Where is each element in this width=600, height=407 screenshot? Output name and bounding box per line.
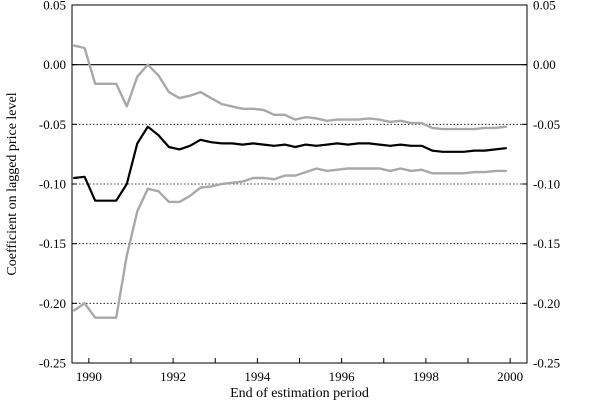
y-tick-label-left: -0.20 xyxy=(39,296,66,311)
y-tick-label-left: 0.00 xyxy=(43,57,66,72)
series-line-lower-band xyxy=(72,167,508,319)
y-axis-title: Coefficient on lagged price level xyxy=(5,92,20,275)
x-tick-label: 1996 xyxy=(329,369,356,384)
y-tick-label-right: 0.00 xyxy=(533,57,556,72)
y-tick-label-left: -0.05 xyxy=(39,117,66,132)
x-tick-label: 1990 xyxy=(76,369,102,384)
y-tick-label-right: -0.20 xyxy=(533,296,560,311)
series-lines xyxy=(72,44,508,319)
left-y-tick-labels: 0.05 0.00 -0.05 -0.10 -0.15 -0.20 -0.25 xyxy=(39,0,66,371)
x-tick-label: 1992 xyxy=(160,369,186,384)
x-tick-label: 2000 xyxy=(497,369,523,384)
right-y-tick-labels: 0.05 0.00 -0.05 -0.10 -0.15 -0.20 -0.25 xyxy=(533,0,560,371)
tick-marks xyxy=(72,4,527,364)
y-tick-label-right: -0.10 xyxy=(533,177,560,192)
y-tick-label-left: 0.05 xyxy=(43,0,66,13)
y-tick-label-right: -0.25 xyxy=(533,356,560,371)
y-tick-label-right: -0.15 xyxy=(533,236,560,251)
y-tick-label-right: -0.05 xyxy=(533,117,560,132)
x-tick-label: 1998 xyxy=(413,369,439,384)
y-tick-label-left: -0.10 xyxy=(39,177,66,192)
series-line-estimate xyxy=(72,125,507,202)
y-tick-label-left: -0.15 xyxy=(39,236,66,251)
series-line-upper-band xyxy=(72,44,508,131)
x-tick-labels: 1990 1992 1994 1996 1998 2000 xyxy=(76,369,523,384)
y-tick-label-left: -0.25 xyxy=(39,356,66,371)
x-axis-title: End of estimation period xyxy=(230,386,369,401)
x-tick-label: 1994 xyxy=(244,369,271,384)
gridlines xyxy=(72,64,527,304)
y-tick-label-right: 0.05 xyxy=(533,0,556,13)
